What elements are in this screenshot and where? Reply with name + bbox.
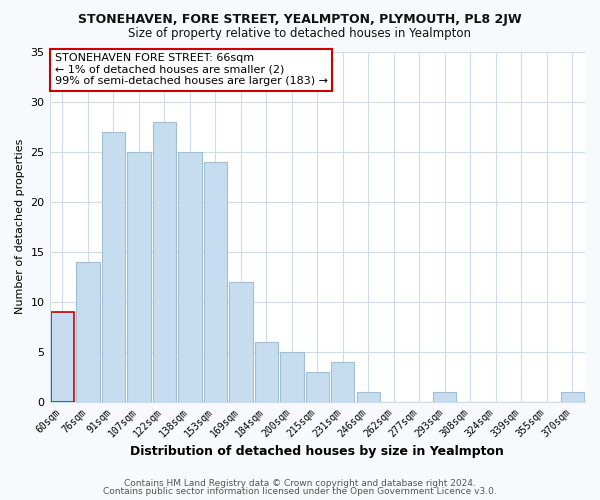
Bar	[331, 362, 355, 402]
Y-axis label: Number of detached properties: Number of detached properties	[15, 139, 25, 314]
Text: STONEHAVEN FORE STREET: 66sqm
← 1% of detached houses are smaller (2)
99% of sem: STONEHAVEN FORE STREET: 66sqm ← 1% of de…	[55, 54, 328, 86]
Bar	[305, 372, 329, 402]
Text: Size of property relative to detached houses in Yealmpton: Size of property relative to detached ho…	[128, 28, 472, 40]
Bar	[152, 122, 176, 402]
Bar	[101, 132, 125, 402]
Text: Contains HM Land Registry data © Crown copyright and database right 2024.: Contains HM Land Registry data © Crown c…	[124, 478, 476, 488]
Bar	[203, 162, 227, 402]
Bar	[254, 342, 278, 402]
Text: STONEHAVEN, FORE STREET, YEALMPTON, PLYMOUTH, PL8 2JW: STONEHAVEN, FORE STREET, YEALMPTON, PLYM…	[78, 12, 522, 26]
Bar	[178, 152, 202, 402]
Bar	[229, 282, 253, 402]
Bar	[433, 392, 457, 402]
X-axis label: Distribution of detached houses by size in Yealmpton: Distribution of detached houses by size …	[130, 444, 504, 458]
Text: Contains public sector information licensed under the Open Government Licence v3: Contains public sector information licen…	[103, 488, 497, 496]
Bar	[280, 352, 304, 402]
Bar	[560, 392, 584, 402]
Bar	[356, 392, 380, 402]
Bar	[50, 312, 74, 402]
Bar	[127, 152, 151, 402]
Bar	[76, 262, 100, 402]
